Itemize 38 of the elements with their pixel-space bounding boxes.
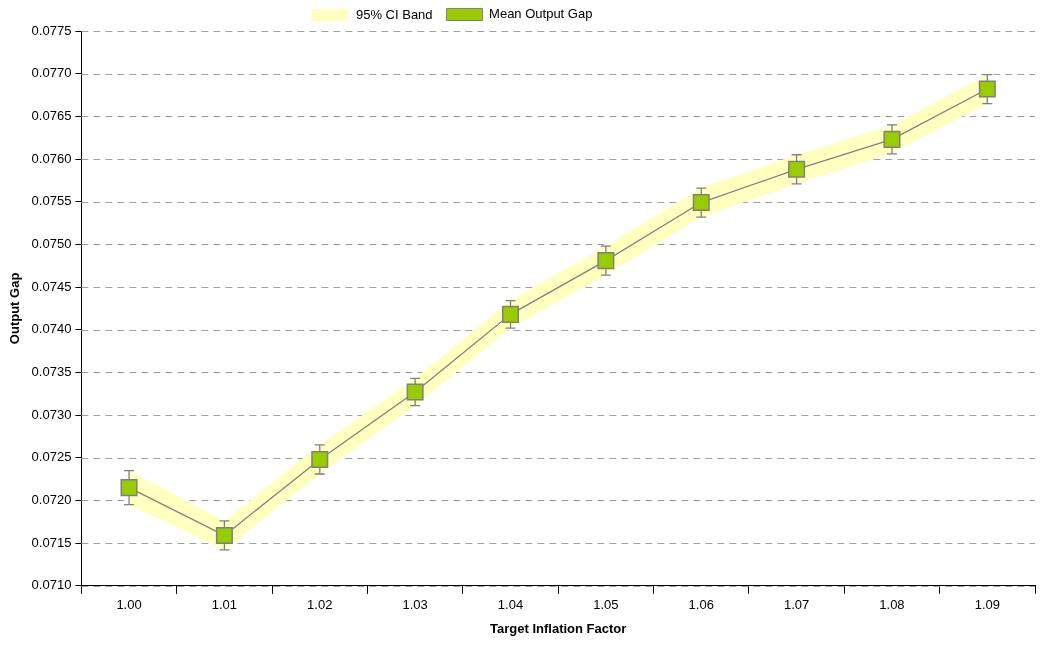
- text: 95% CI Band: [355, 7, 433, 22]
- x-tick-label: 1.00: [116, 597, 142, 613]
- y-axis-title: Output Gap: [7, 272, 23, 345]
- y-tick-label: 0.0730: [31, 406, 72, 422]
- x-tick-label: 1.03: [402, 597, 428, 613]
- x-tick-label: 1.05: [593, 597, 619, 613]
- y-tick-label: 0.0740: [31, 321, 72, 337]
- y-tick-label: 0.0725: [31, 449, 72, 465]
- point: [788, 160, 806, 178]
- y-tick-label: 0.0750: [31, 235, 72, 251]
- x-tick-label: 1.06: [688, 597, 714, 613]
- y-tick-label: 0.0770: [31, 65, 72, 81]
- point: [883, 130, 901, 148]
- x-tick-label: 1.04: [497, 597, 524, 613]
- point: [501, 305, 520, 323]
- point: [120, 479, 138, 497]
- x-tick-label: 1.02: [307, 597, 333, 613]
- y-tick-label: 0.0710: [31, 577, 72, 593]
- legend-label: Mean Output Gap: [489, 6, 593, 22]
- point: [406, 383, 424, 401]
- x-tick-label: 1.07: [783, 597, 810, 613]
- y-tick-label: 0.0720: [31, 492, 72, 508]
- y-tick-label: 0.0775: [31, 22, 72, 38]
- y-tick-label: 0.0765: [31, 107, 72, 123]
- y-tick-label: 0.0715: [31, 534, 72, 550]
- point: [978, 80, 996, 98]
- y-tick-label: 0.0755: [31, 193, 72, 209]
- x-tick-label: 1.09: [974, 597, 1000, 613]
- y-tick-label: 0.0735: [31, 363, 72, 379]
- x-tick-label: 1.08: [879, 597, 905, 613]
- y-tick-label: 0.0760: [31, 150, 72, 166]
- point: [215, 526, 233, 544]
- point: [692, 194, 710, 212]
- point: [311, 450, 329, 468]
- x-tick-label: 1.01: [211, 597, 238, 613]
- point: [597, 252, 615, 270]
- y-tick-label: 0.0745: [31, 278, 72, 294]
- x-axis-title: Target Inflation Factor: [490, 620, 627, 636]
